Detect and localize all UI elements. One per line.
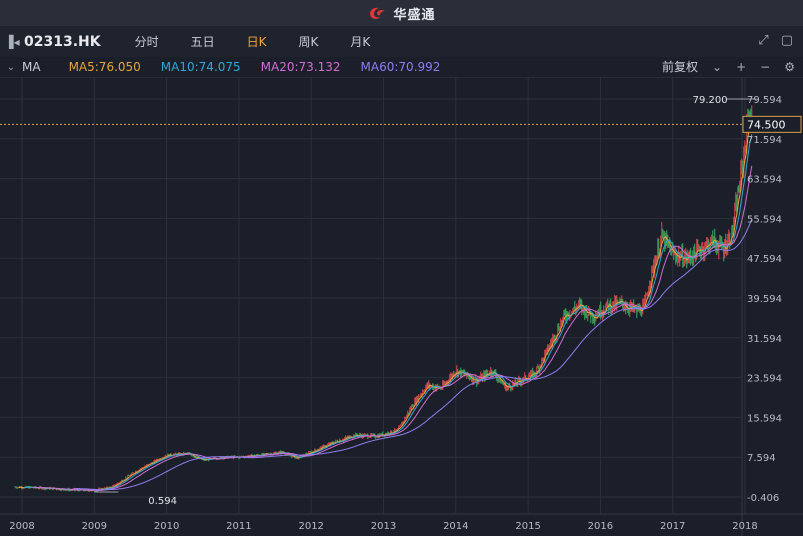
low-price-label: 0.594 <box>148 496 177 507</box>
chart-overlay: 74.500 79.200 0.594 <box>0 95 802 507</box>
ma60-line <box>73 219 753 491</box>
current-price-box <box>742 115 802 133</box>
y-axis: 79.594 71.594 63.594 55.594 47.594 39.594 31.5… <box>747 95 782 504</box>
expand-icon[interactable]: ⤢ <box>758 33 769 48</box>
x-tick-label: 2018 <box>732 521 757 532</box>
x-tick-label: 2016 <box>588 521 613 532</box>
x-tick-label: 2009 <box>82 521 107 532</box>
app-logo-icon <box>370 7 386 19</box>
y-tick-label: 23.594 <box>747 374 782 385</box>
adjust-select[interactable]: 前复权 <box>662 60 699 74</box>
ma60-value: MA60:70.992 <box>360 60 441 74</box>
settings-gear-icon[interactable]: ⚙ <box>784 59 795 74</box>
candlestick-chart[interactable]: 74.500 79.200 0.594 79.594 71.594 63.594 55… <box>0 77 803 536</box>
x-tick-label: 2008 <box>9 521 34 532</box>
chart-grid <box>0 77 803 536</box>
x-tick-label: 2013 <box>371 521 396 532</box>
y-tick-label: 63.594 <box>747 175 782 186</box>
tab-weekly-k[interactable]: 周K <box>298 35 319 49</box>
y-tick-label: 39.594 <box>747 294 782 305</box>
indicator-name[interactable]: MA <box>22 60 41 74</box>
y-tick-label: 47.594 <box>747 254 782 265</box>
app-title: 华盛通 <box>393 7 436 23</box>
y-tick-label: 15.594 <box>747 413 782 424</box>
ma10-line <box>23 134 753 492</box>
x-tick-label: 2014 <box>443 521 468 532</box>
tab-five-day[interactable]: 五日 <box>190 35 215 49</box>
y-tick-label: 7.594 <box>747 453 776 464</box>
x-tick-label: 2010 <box>154 521 179 532</box>
ma20-value: MA20:73.132 <box>260 60 341 74</box>
chevron-down-icon[interactable]: ⌄ <box>712 59 723 74</box>
tab-daily-k[interactable]: 日K <box>246 35 267 49</box>
ticker-symbol: 02313.HK <box>24 33 101 50</box>
chevron-down-icon[interactable]: ⌄ <box>6 61 16 73</box>
title-bar: 华盛通 <box>0 0 803 26</box>
y-tick-label: 55.594 <box>747 214 782 225</box>
x-tick-label: 2015 <box>515 521 540 532</box>
zoom-in-icon[interactable]: + <box>736 59 747 74</box>
x-tick-label: 2017 <box>660 521 685 532</box>
ma-lines-layer <box>18 119 753 492</box>
chart-toolbar: ▐◂ 02313.HK 分时 五日 日K 周K 月K ⤢ ▢ <box>0 26 803 58</box>
x-tick-label: 2012 <box>298 521 323 532</box>
ma5-value: MA5:76.050 <box>68 60 141 74</box>
y-tick-label: 31.594 <box>747 334 782 345</box>
window-icon[interactable]: ▢ <box>780 33 793 48</box>
y-tick-label: 71.594 <box>747 135 782 146</box>
tab-intraday[interactable]: 分时 <box>134 35 159 49</box>
collapse-panel-icon[interactable]: ▐◂ <box>4 34 20 49</box>
high-price-label: 79.200 <box>693 95 728 106</box>
current-price-label: 74.500 <box>747 118 786 131</box>
indicator-bar: ⌄ MA MA5:76.050 MA10:74.075 MA20:73.132 … <box>0 57 803 78</box>
zoom-out-icon[interactable]: − <box>760 59 771 74</box>
x-tick-label: 2011 <box>226 521 251 532</box>
tab-monthly-k[interactable]: 月K <box>350 35 371 49</box>
y-tick-label: 79.594 <box>747 95 782 106</box>
ma20-line <box>33 165 753 491</box>
x-axis: 2008 2009 2010 2011 2012 2013 2014 2015 2016 2017… <box>9 521 757 532</box>
ma10-value: MA10:74.075 <box>160 60 241 74</box>
y-tick-label: -0.406 <box>747 493 779 504</box>
